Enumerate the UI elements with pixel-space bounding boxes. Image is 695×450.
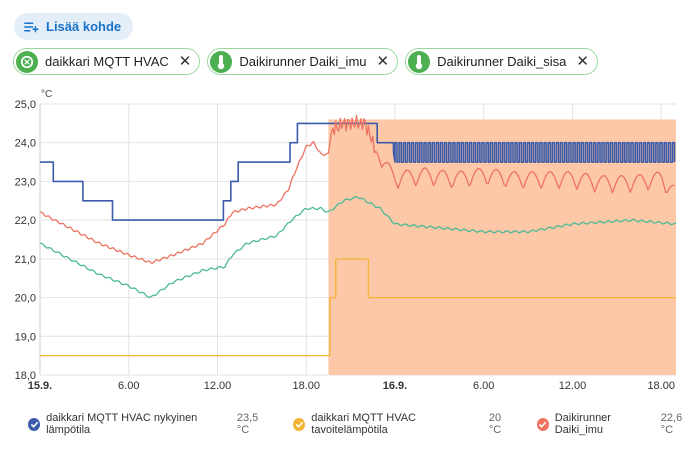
series-line [40, 258, 676, 357]
x-tick-label: 18.00 [647, 380, 675, 392]
y-tick-label: 24,0 [15, 138, 36, 150]
hvac-icon [16, 50, 38, 73]
playlist-plus-icon [24, 22, 39, 32]
entity-chip-daiki-sisa[interactable]: Daikirunner Daiki_sisa ✕ [405, 48, 598, 75]
y-tick-label: 18,0 [15, 370, 36, 382]
x-tick-label: 16.9. [383, 380, 407, 392]
x-tick-label: 12.00 [204, 380, 232, 392]
legend-item-daiki-imu[interactable]: Daikirunner Daiki_imu 22,6 °C [536, 412, 695, 436]
series-line [40, 196, 677, 298]
entity-chip-hvac[interactable]: daikkari MQTT HVAC ✕ [13, 48, 201, 75]
y-tick-label: 20,0 [15, 293, 36, 305]
y-tick-label: 21,0 [15, 254, 36, 266]
x-tick-label: 6.00 [118, 380, 139, 392]
legend-item-current-temp[interactable]: daikkari MQTT HVAC nykyinen lämpötila 23… [28, 412, 271, 436]
thermometer-icon [210, 50, 233, 73]
x-tick-label: 12.00 [559, 380, 587, 392]
y-unit-label: °C [41, 89, 52, 100]
legend-label: Daikirunner Daiki_imu [554, 412, 611, 436]
x-tick-label: 6.00 [473, 380, 494, 392]
history-chart[interactable]: °C 25,0 24,0 23,0 22,0 21,0 20,0 19,0 18,0 15.9… [0, 85, 695, 400]
y-tick-label: 23,0 [15, 176, 36, 188]
legend-label: daikkari MQTT HVAC nykyinen lämpötila [46, 412, 198, 436]
close-icon[interactable]: ✕ [576, 53, 589, 70]
entity-chip-list: daikkari MQTT HVAC ✕ Daikirunner Daiki_i… [13, 48, 598, 75]
checkbox-icon[interactable] [28, 417, 41, 431]
checkbox-icon[interactable] [293, 417, 306, 431]
legend-value: 23,5 °C [236, 412, 259, 436]
series-line [40, 122, 676, 221]
x-tick-label: 18.00 [292, 380, 320, 392]
close-icon[interactable]: ✕ [376, 53, 390, 70]
series-line [39, 114, 675, 265]
y-tick-label: 25,0 [15, 99, 36, 111]
entity-chip-label: Daikirunner Daiki_imu [239, 54, 367, 69]
thermometer-icon [408, 50, 431, 73]
y-tick-label: 22,0 [15, 215, 36, 227]
close-icon[interactable]: ✕ [178, 53, 192, 70]
legend-label: daikkari MQTT HVAC tavoitelämpötila [311, 412, 417, 436]
x-tick-label: 15.9. [28, 380, 52, 392]
chart-legend: daikkari MQTT HVAC nykyinen lämpötila 23… [28, 412, 695, 436]
entity-chip-daiki-imu[interactable]: Daikirunner Daiki_imu ✕ [207, 48, 399, 75]
legend-value: 22,6 °C [660, 412, 683, 436]
entity-chip-label: daikkari MQTT HVAC [45, 54, 169, 69]
checkbox-icon[interactable] [536, 417, 549, 431]
legend-item-target-temp[interactable]: daikkari MQTT HVAC tavoitelämpötila 20 °… [293, 412, 514, 436]
add-entity-button[interactable]: Lisää kohde [14, 13, 134, 40]
entity-chip-label: Daikirunner Daiki_sisa [437, 54, 567, 69]
y-tick-label: 19,0 [15, 331, 36, 343]
legend-value: 20 °C [488, 412, 502, 436]
add-entity-label: Lisää kohde [46, 19, 122, 34]
